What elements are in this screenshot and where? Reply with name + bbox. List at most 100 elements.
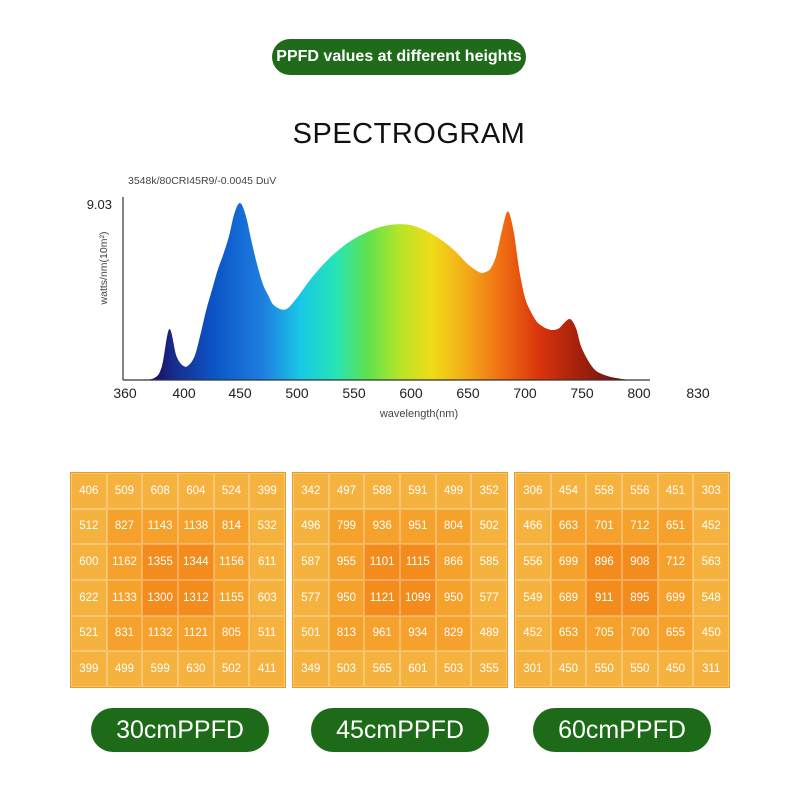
spectrum-area <box>125 202 639 380</box>
ppfd-cell: 558 <box>586 473 622 509</box>
ppfd-grid-60cm: 306 454 558 556 451 303 466 663 701 712 651 452 556 6… <box>514 472 730 688</box>
ppfd-cell: 563 <box>693 544 729 580</box>
ppfd-cell: 549 <box>515 580 551 616</box>
ppfd-cell: 1143 <box>142 508 178 545</box>
ppfd-grid-45cm: 342 497 588 591 499 352 496 799 936 951 804 502 587 9… <box>292 472 508 688</box>
ppfd-cell: 700 <box>622 615 658 652</box>
ppfd-cell: 1162 <box>106 544 143 580</box>
ppfd-cell: 1121 <box>364 580 400 616</box>
ppfd-cell: 556 <box>622 473 658 509</box>
ppfd-cell: 1156 <box>213 544 250 580</box>
ppfd-cell: 1115 <box>400 544 436 580</box>
ppfd-cell: 577 <box>471 580 507 616</box>
ppfd-cell: 450 <box>693 615 729 652</box>
ppfd-cell: 548 <box>693 580 729 616</box>
pill-45cm-label: 45cmPPFD <box>336 715 464 744</box>
ppfd-cell: 1300 <box>142 580 178 616</box>
ppfd-cell: 466 <box>515 508 551 545</box>
ppfd-cell: 600 <box>71 544 107 580</box>
ppfd-cell: 653 <box>550 615 587 652</box>
ppfd-cell: 532 <box>249 508 285 545</box>
ppfd-cell: 503 <box>435 651 472 687</box>
ppfd-cell: 499 <box>106 651 143 687</box>
pill-30cm-label: 30cmPPFD <box>116 715 244 744</box>
ppfd-cell: 556 <box>515 544 551 580</box>
ppfd-cell: 306 <box>515 473 551 509</box>
ppfd-cell: 311 <box>693 651 729 687</box>
header-title: PPFD values at different heights <box>276 48 522 65</box>
ppfd-cell: 896 <box>586 544 622 580</box>
x-tick-label: 750 <box>570 385 594 401</box>
ppfd-cell: 611 <box>249 544 285 580</box>
ppfd-cell: 689 <box>550 580 587 616</box>
ppfd-cell: 452 <box>693 508 729 545</box>
ppfd-cell: 651 <box>657 508 694 545</box>
x-axis-label: wavelength(nm) <box>379 408 458 420</box>
ppfd-cell: 524 <box>213 473 250 509</box>
ppfd-cell: 502 <box>471 508 507 545</box>
ppfd-cell: 699 <box>657 580 694 616</box>
ppfd-cell: 829 <box>435 615 472 652</box>
x-tick-label: 800 <box>627 385 651 401</box>
ppfd-cell: 831 <box>106 615 143 652</box>
ppfd-cell: 827 <box>106 508 143 545</box>
ppfd-cell: 565 <box>364 651 400 687</box>
ppfd-cell: 604 <box>178 473 214 509</box>
ppfd-cell: 577 <box>293 580 329 616</box>
ppfd-cell: 454 <box>550 473 587 509</box>
ppfd-cell: 663 <box>550 508 587 545</box>
ppfd-cell: 503 <box>328 651 365 687</box>
pill-30cm: 30cmPPFD <box>91 708 269 752</box>
ppfd-cell: 813 <box>328 615 365 652</box>
ppfd-cell: 497 <box>328 473 365 509</box>
ppfd-cell: 303 <box>693 473 729 509</box>
ppfd-cell: 950 <box>328 580 365 616</box>
ppfd-cell: 599 <box>142 651 178 687</box>
ppfd-cell: 895 <box>622 580 658 616</box>
ppfd-cell: 804 <box>435 508 472 545</box>
y-max-label: 9.03 <box>87 197 112 212</box>
ppfd-cell: 814 <box>213 508 250 545</box>
x-tick-label: 360 <box>113 385 137 401</box>
ppfd-cell: 908 <box>622 544 658 580</box>
ppfd-cell: 1344 <box>178 544 214 580</box>
ppfd-cell: 355 <box>471 651 507 687</box>
x-tick-label: 400 <box>172 385 196 401</box>
ppfd-cell: 955 <box>328 544 365 580</box>
ppfd-cell: 961 <box>364 615 400 652</box>
ppfd-cell: 550 <box>622 651 658 687</box>
ppfd-cell: 799 <box>328 508 365 545</box>
ppfd-cell: 1138 <box>178 508 214 545</box>
ppfd-cell: 951 <box>400 508 436 545</box>
ppfd-cell: 701 <box>586 508 622 545</box>
ppfd-cell: 588 <box>364 473 400 509</box>
x-tick-labels: 360 400 450 500 550 600 650 700 750 800 830 <box>113 385 710 401</box>
ppfd-cell: 608 <box>142 473 178 509</box>
ppfd-cell: 399 <box>71 651 107 687</box>
ppfd-cell: 496 <box>293 508 329 545</box>
ppfd-cell: 450 <box>657 651 694 687</box>
ppfd-cell: 936 <box>364 508 400 545</box>
x-tick-label: 830 <box>686 385 710 401</box>
ppfd-cell: 630 <box>178 651 214 687</box>
ppfd-cell: 1132 <box>142 615 178 652</box>
ppfd-cell: 502 <box>213 651 250 687</box>
ppfd-cell: 1355 <box>142 544 178 580</box>
spectrogram-title: SPECTROGRAM <box>292 118 526 150</box>
header-badge: PPFD values at different heights <box>272 39 526 75</box>
ppfd-cell: 1133 <box>106 580 143 616</box>
spectrum-subtitle: 3548k/80CRI45R9/-0.0045 DuV <box>128 175 276 187</box>
ppfd-cell: 591 <box>400 473 436 509</box>
ppfd-cell: 509 <box>106 473 143 509</box>
ppfd-cell: 699 <box>550 544 587 580</box>
x-tick-label: 700 <box>513 385 537 401</box>
ppfd-cell: 342 <box>293 473 329 509</box>
ppfd-cell: 349 <box>293 651 329 687</box>
ppfd-cell: 501 <box>293 615 329 652</box>
ppfd-cell: 805 <box>213 615 250 652</box>
ppfd-cell: 712 <box>657 544 694 580</box>
ppfd-cell: 550 <box>586 651 622 687</box>
ppfd-cell: 489 <box>471 615 507 652</box>
ppfd-cell: 1099 <box>400 580 436 616</box>
ppfd-cell: 451 <box>657 473 694 509</box>
